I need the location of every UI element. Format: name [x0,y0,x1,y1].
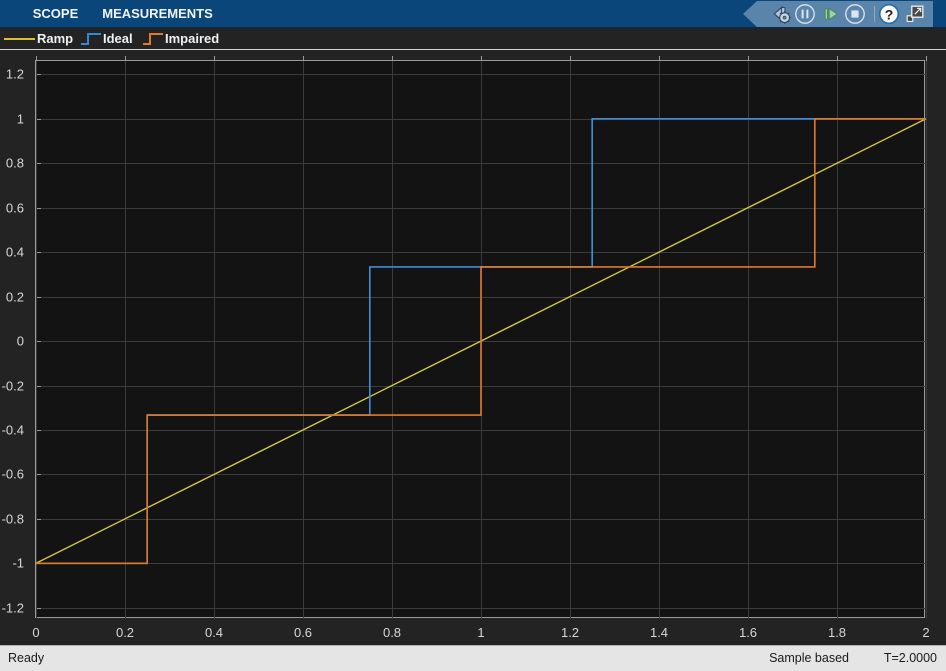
svg-text:?: ? [885,6,894,22]
